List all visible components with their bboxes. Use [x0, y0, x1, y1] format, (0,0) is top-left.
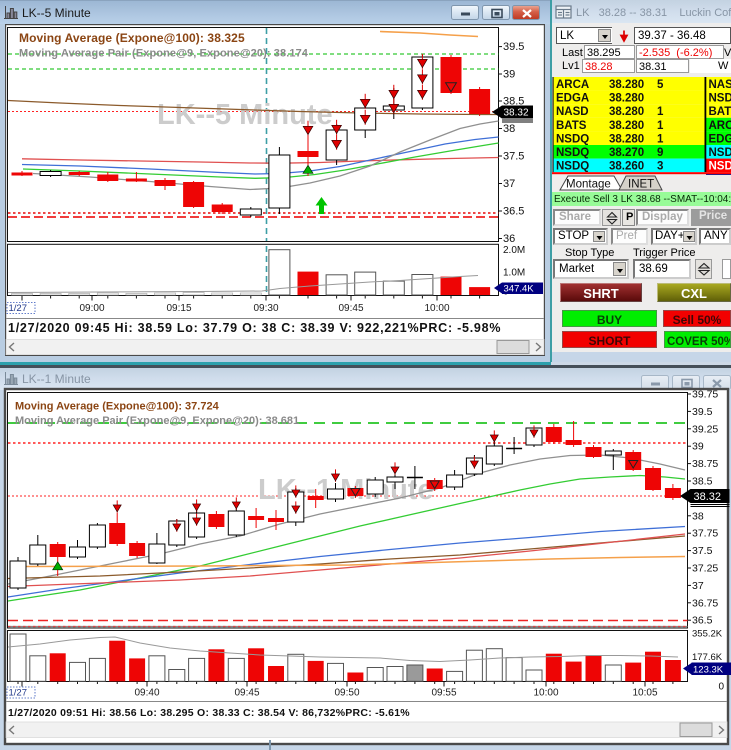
svg-text:Moving Average Pair (Expone@9,: Moving Average Pair (Expone@9, Expone@20… — [19, 48, 309, 60]
svg-text:39: 39 — [692, 441, 704, 453]
svg-text:38.260: 38.260 — [609, 161, 644, 173]
svg-text:NASD: NASD — [556, 106, 589, 118]
svg-text:177.6K: 177.6K — [692, 652, 723, 663]
svg-text:09:00: 09:00 — [79, 303, 104, 314]
svg-text:09:55: 09:55 — [431, 688, 456, 699]
svg-text:38.280: 38.280 — [609, 93, 644, 105]
svg-text:09:30: 09:30 — [253, 303, 278, 314]
svg-text:NSDQ: NSDQ — [556, 161, 589, 173]
svg-text:LK--5 Minute: LK--5 Minute — [157, 99, 333, 131]
svg-text:3: 3 — [657, 161, 663, 173]
svg-text:LK--1 Minute: LK--1 Minute — [258, 474, 434, 506]
svg-text:INET: INET — [628, 178, 654, 190]
svg-text:38.280: 38.280 — [609, 106, 644, 118]
svg-text:37.75: 37.75 — [692, 528, 718, 540]
svg-text:9: 9 — [657, 147, 663, 159]
svg-text:BATS: BATS — [556, 120, 587, 132]
svg-text:38.32: 38.32 — [504, 108, 529, 119]
svg-text:LK--1 Minute: LK--1 Minute — [22, 372, 91, 386]
svg-text:0: 0 — [718, 682, 724, 693]
svg-text:10:00: 10:00 — [424, 303, 449, 314]
svg-text:1: 1 — [657, 133, 664, 145]
svg-text:Moving Average (Expone@100): 3: Moving Average (Expone@100): 37.724 — [15, 401, 220, 413]
svg-text:37.5: 37.5 — [692, 545, 713, 557]
svg-text:39.75: 39.75 — [692, 389, 718, 401]
svg-text:38.280: 38.280 — [609, 79, 644, 91]
svg-text:ARCA: ARCA — [556, 79, 589, 91]
svg-text:09:50: 09:50 — [334, 688, 359, 699]
svg-text:39.25: 39.25 — [692, 423, 718, 435]
svg-text:38.5: 38.5 — [503, 96, 524, 108]
svg-text:10:00: 10:00 — [533, 688, 558, 699]
svg-text:37.5: 37.5 — [503, 151, 524, 163]
svg-text:39: 39 — [503, 69, 515, 81]
svg-text:1/27/2020 09:45 Hi: 38.59 Lo: 1/27/2020 09:45 Hi: 38.59 Lo: 37.79 O: 3… — [8, 321, 501, 335]
svg-text:38: 38 — [503, 123, 515, 135]
svg-text:37: 37 — [503, 178, 515, 190]
svg-text:36.5: 36.5 — [503, 206, 524, 218]
svg-text:1: 1 — [657, 106, 664, 118]
svg-text:37.25: 37.25 — [692, 563, 718, 575]
svg-text:LK 38.28 -- 38.31 Luckin: LK 38.28 -- 38.31 Luckin Coff — [576, 7, 731, 19]
svg-text:NSDQ: NSDQ — [556, 147, 589, 159]
svg-text:NSDQ: NSDQ — [709, 93, 731, 105]
svg-text:38.280: 38.280 — [609, 133, 644, 145]
svg-text:09:40: 09:40 — [134, 688, 159, 699]
svg-text:EDGA: EDGA — [556, 93, 589, 105]
svg-text:36.75: 36.75 — [692, 597, 718, 609]
svg-text:38.270: 38.270 — [609, 147, 644, 159]
svg-text:37: 37 — [692, 580, 704, 592]
svg-text:38.280: 38.280 — [609, 120, 644, 132]
svg-text:NSDQ: NSDQ — [556, 133, 589, 145]
svg-text:10:05: 10:05 — [632, 688, 657, 699]
svg-text:1/27: 1/27 — [9, 303, 28, 314]
svg-text:BATS: BATS — [709, 106, 731, 118]
svg-text:NASD: NASD — [709, 79, 731, 91]
svg-text:2.0M: 2.0M — [503, 245, 525, 256]
svg-text:Moving Average Pair (Expone@9,: Moving Average Pair (Expone@9, Expone@20… — [15, 415, 299, 427]
svg-text:NSDQ: NSDQ — [709, 161, 731, 173]
svg-text:1.0M: 1.0M — [503, 268, 525, 279]
svg-text:38.75: 38.75 — [692, 458, 718, 470]
svg-text:Montage: Montage — [566, 178, 611, 190]
svg-text:36: 36 — [503, 233, 515, 245]
svg-text:38.32: 38.32 — [694, 491, 722, 503]
svg-text:39.5: 39.5 — [692, 406, 713, 418]
svg-text:1: 1 — [657, 120, 664, 132]
svg-text:Moving Average (Expone@100): 3: Moving Average (Expone@100): 38.325 — [19, 31, 245, 45]
svg-text:LK--5 Minute: LK--5 Minute — [22, 6, 91, 20]
svg-text:5: 5 — [657, 79, 664, 91]
svg-text:EDGA: EDGA — [709, 133, 731, 145]
svg-text:09:45: 09:45 — [234, 688, 259, 699]
svg-text:1/27/2020 09:51 Hi: 38.56 Lo: 1/27/2020 09:51 Hi: 38.56 Lo: 38.295 O: … — [8, 707, 410, 719]
svg-text:38: 38 — [692, 510, 704, 522]
svg-text:355.2K: 355.2K — [692, 629, 723, 640]
svg-text:38.5: 38.5 — [692, 476, 713, 488]
svg-text:123.3K: 123.3K — [693, 665, 724, 676]
svg-text:36.5: 36.5 — [692, 615, 713, 627]
svg-text:ARCA: ARCA — [709, 120, 731, 132]
svg-text:09:45: 09:45 — [338, 303, 363, 314]
svg-text:39.5: 39.5 — [503, 41, 524, 53]
svg-text:1/27: 1/27 — [9, 688, 28, 699]
svg-text:NSDQ: NSDQ — [709, 147, 731, 159]
svg-text:347.4K: 347.4K — [504, 284, 535, 295]
svg-text:09:15: 09:15 — [166, 303, 191, 314]
